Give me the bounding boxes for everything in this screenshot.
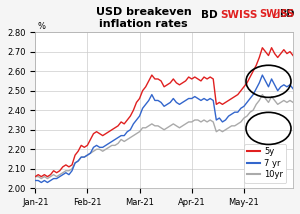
Text: %: % (38, 22, 46, 31)
Text: SWISS: SWISS (259, 9, 294, 19)
Text: SWISS: SWISS (220, 10, 258, 20)
Title: USD breakeven
inflation rates: USD breakeven inflation rates (96, 7, 191, 28)
Text: BD: BD (279, 9, 294, 19)
Text: BD: BD (201, 10, 217, 20)
Legend: 5y, 7 yr, 10yr: 5y, 7 yr, 10yr (244, 144, 286, 183)
Text: ⊿: ⊿ (272, 10, 280, 20)
